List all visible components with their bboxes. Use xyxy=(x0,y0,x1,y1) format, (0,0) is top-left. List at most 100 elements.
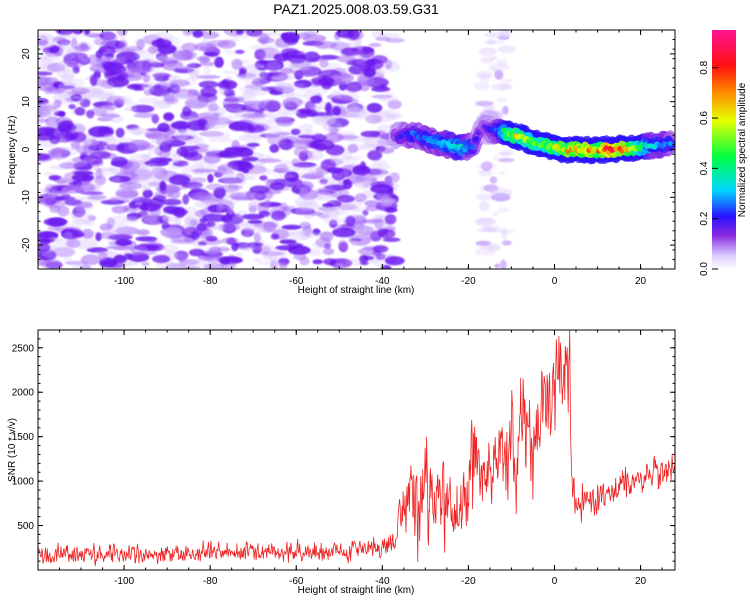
noise-blob xyxy=(205,130,224,139)
noise-blob xyxy=(324,132,344,143)
noise-blob xyxy=(312,259,324,265)
noise-blob xyxy=(123,253,133,260)
snr-frame xyxy=(37,329,676,571)
noise-blob xyxy=(158,149,171,158)
noise-blob xyxy=(479,73,491,82)
noise-blob xyxy=(345,61,352,66)
noise-blob xyxy=(281,102,294,107)
noise-blob xyxy=(161,216,180,222)
noise-blob xyxy=(498,171,506,176)
noise-blob xyxy=(498,83,511,90)
noise-blob xyxy=(346,174,365,184)
noise-blob xyxy=(207,103,219,112)
noise-blob xyxy=(366,102,383,113)
x-tick-label: -60 xyxy=(289,276,304,287)
noise-blob xyxy=(195,147,209,153)
noise-blob xyxy=(241,156,259,162)
noise-blob xyxy=(199,44,217,52)
noise-blob xyxy=(163,205,180,214)
noise-blob xyxy=(345,81,362,93)
noise-blob xyxy=(354,181,379,188)
noise-blob xyxy=(231,195,256,201)
noise-blob xyxy=(229,121,253,131)
noise-blob xyxy=(168,174,191,186)
noise-blob xyxy=(113,170,125,176)
noise-blob xyxy=(353,50,366,57)
noise-blob xyxy=(332,227,356,238)
noise-blob xyxy=(474,217,497,227)
noise-blob xyxy=(378,229,396,239)
noise-blob xyxy=(258,99,282,111)
noise-blob xyxy=(377,141,387,148)
noise-blob xyxy=(216,164,240,171)
noise-blob xyxy=(81,228,94,239)
noise-blob xyxy=(247,219,263,224)
y-tick-label: 2500 xyxy=(12,343,35,354)
noise-blob xyxy=(106,90,116,98)
noise-blob xyxy=(332,106,341,116)
noise-blob xyxy=(279,239,297,245)
noise-blob xyxy=(325,144,345,156)
x-tick-label: -80 xyxy=(203,276,218,287)
noise-blob xyxy=(137,202,161,212)
snr-plot-area xyxy=(38,330,675,570)
noise-blob xyxy=(239,85,261,93)
noise-blob xyxy=(206,183,224,191)
noise-blob xyxy=(145,83,155,94)
y-tick-label: -20 xyxy=(21,237,32,252)
noise-blob xyxy=(71,212,94,222)
noise-blobs xyxy=(38,30,516,269)
noise-blob xyxy=(71,264,87,269)
y-tick-label: 0 xyxy=(21,146,32,152)
noise-blob xyxy=(263,254,272,260)
noise-blob xyxy=(183,152,203,161)
noise-blob xyxy=(98,251,108,261)
noise-blob xyxy=(71,87,90,95)
noise-blob xyxy=(201,37,209,47)
noise-blob xyxy=(351,239,358,246)
noise-blob xyxy=(364,200,381,208)
noise-blob xyxy=(352,165,371,176)
noise-blob xyxy=(274,163,289,174)
noise-blob xyxy=(181,163,192,174)
noise-blob xyxy=(58,111,66,117)
noise-blob xyxy=(500,259,507,269)
noise-blob xyxy=(100,113,121,118)
noise-blob xyxy=(129,216,138,221)
noise-blob xyxy=(246,142,260,147)
noise-blob xyxy=(57,177,73,182)
noise-blob xyxy=(276,109,301,115)
noise-blob xyxy=(227,205,235,216)
noise-blob xyxy=(223,104,244,111)
noise-blob xyxy=(181,226,203,238)
noise-blob xyxy=(147,238,162,246)
noise-blob xyxy=(170,121,192,130)
noise-blob xyxy=(269,144,280,153)
noise-blob xyxy=(152,254,171,264)
noise-blob xyxy=(312,115,336,126)
noise-blob xyxy=(360,130,381,138)
noise-blob xyxy=(266,132,288,140)
noise-blob xyxy=(378,147,395,154)
noise-blob xyxy=(372,173,384,180)
noise-blob xyxy=(203,65,211,76)
noise-blob xyxy=(235,49,245,55)
noise-blob xyxy=(98,143,111,151)
noise-blob xyxy=(259,175,268,181)
noise-blob xyxy=(41,108,59,116)
noise-blob xyxy=(56,153,63,162)
noise-blob xyxy=(258,210,271,217)
noise-blob xyxy=(263,221,277,233)
noise-blob xyxy=(90,88,104,99)
noise-blob xyxy=(83,220,95,227)
x-tick-label: -20 xyxy=(461,576,476,587)
snr-y-axis-label: SNR (10 * v/v) xyxy=(7,418,18,482)
noise-blob xyxy=(479,201,490,212)
noise-blob xyxy=(179,145,201,150)
noise-blob xyxy=(132,250,157,256)
x-tick-label: 20 xyxy=(635,276,647,287)
snr-panel: -100 -80 -60 -40 -20 0 20 5001000150020002500 … xyxy=(7,329,676,596)
noise-blob xyxy=(69,123,86,135)
noise-blob xyxy=(122,205,130,212)
noise-blob xyxy=(385,256,405,266)
